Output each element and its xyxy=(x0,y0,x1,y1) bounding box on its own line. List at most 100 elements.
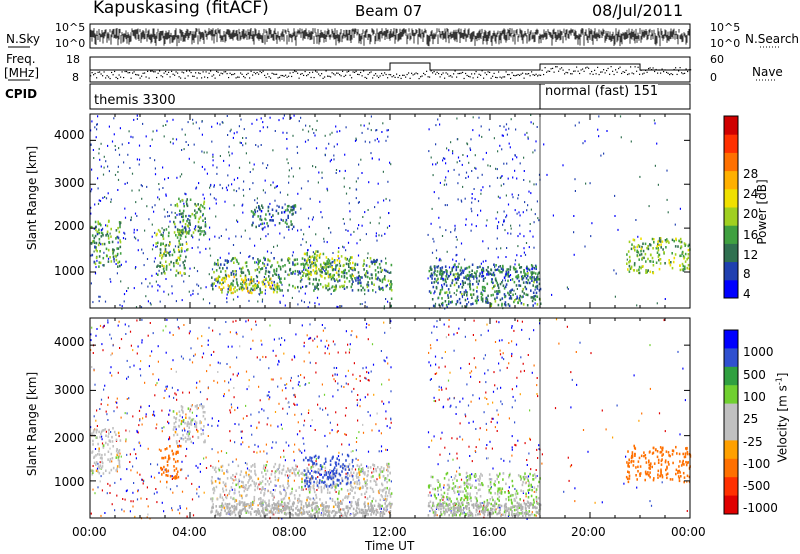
power-noise-cell xyxy=(153,210,155,213)
power-noise-cell xyxy=(240,235,242,238)
velocity-echo-cell xyxy=(192,418,195,421)
velocity-noise-cell xyxy=(176,485,178,488)
velocity-echo-cell xyxy=(102,472,105,475)
power-noise-cell xyxy=(452,152,454,155)
power-echo-cell xyxy=(657,243,659,246)
velocity-echo-cell xyxy=(314,463,317,467)
power-noise-cell xyxy=(149,282,151,285)
power-echo-cell xyxy=(456,277,458,281)
velocity-noise-cell xyxy=(183,427,185,430)
velocity-noise-cell xyxy=(178,440,180,443)
power-noise-cell xyxy=(335,172,337,174)
power-echo-cell xyxy=(638,245,641,248)
velocity-noise-cell xyxy=(570,371,572,374)
velocity-noise-cell xyxy=(380,507,382,510)
velocity-noise-cell xyxy=(459,435,461,438)
velocity-echo-cell xyxy=(166,464,169,467)
power-noise-cell xyxy=(370,115,372,118)
velocity-echo-cell xyxy=(237,480,240,484)
velocity-echo-cell xyxy=(216,498,219,501)
power-echo-cell xyxy=(194,202,196,206)
power-echo-cell xyxy=(687,263,690,267)
power-noise-cell xyxy=(197,292,199,295)
velocity-echo-cell xyxy=(307,459,309,462)
power-echo-cell xyxy=(628,240,631,244)
power-noise-cell xyxy=(226,115,228,117)
velocity-noise-cell xyxy=(199,380,201,383)
velocity-noise-cell xyxy=(335,491,337,493)
power-noise-cell xyxy=(533,246,535,249)
power-echo-cell xyxy=(194,209,196,212)
power-noise-cell xyxy=(450,141,452,144)
velocity-echo-cell xyxy=(108,439,111,443)
power-noise-cell xyxy=(158,183,160,185)
velocity-noise-cell xyxy=(623,482,625,485)
power-echo-cell xyxy=(537,278,540,281)
power-noise-cell xyxy=(174,212,176,214)
power-noise-cell xyxy=(208,238,211,241)
power-noise-cell xyxy=(260,117,262,120)
velocity-echo-cell xyxy=(367,470,369,473)
power-echo-cell xyxy=(288,261,291,264)
power-echo-cell xyxy=(157,273,159,276)
power-noise-cell xyxy=(272,181,274,184)
power-noise-cell xyxy=(456,117,458,120)
velocity-noise-cell xyxy=(445,387,447,390)
velocity-noise-cell xyxy=(152,332,154,335)
velocity-echo-cell xyxy=(262,509,265,512)
power-noise-cell xyxy=(99,158,101,161)
power-noise-cell xyxy=(517,194,520,197)
power-echo-cell xyxy=(330,275,332,279)
power-noise-cell xyxy=(146,258,149,260)
power-echo-cell xyxy=(259,259,261,262)
power-noise-cell xyxy=(279,191,281,194)
power-echo-cell xyxy=(95,256,98,259)
velocity-noise-cell xyxy=(268,367,270,370)
power-echo-cell xyxy=(161,264,163,267)
power-noise-cell xyxy=(227,134,229,136)
power-echo-cell xyxy=(671,238,674,242)
power-noise-cell xyxy=(115,263,117,265)
velocity-echo-cell xyxy=(314,470,316,473)
power-echo-cell xyxy=(327,270,329,273)
velocity-echo-cell xyxy=(385,477,388,480)
power-noise-cell xyxy=(503,220,505,223)
power-echo-cell xyxy=(178,256,181,259)
power-echo-cell xyxy=(280,281,282,284)
power-echo-cell xyxy=(328,261,330,264)
velocity-echo-cell xyxy=(230,496,232,499)
power-echo-cell xyxy=(447,296,450,299)
velocity-noise-cell xyxy=(173,396,175,399)
velocity-echo-cell xyxy=(188,430,190,433)
power-echo-cell xyxy=(493,263,495,266)
velocity-echo-cell xyxy=(348,463,351,466)
velocity-echo-cell xyxy=(98,430,100,434)
velocity-echo-cell xyxy=(110,468,113,472)
power-echo-cell xyxy=(477,266,479,269)
velocity-noise-cell xyxy=(174,392,176,395)
power-echo-cell xyxy=(484,286,486,290)
power-noise-cell xyxy=(364,211,366,214)
power-echo-cell xyxy=(218,275,220,278)
power-noise-cell xyxy=(446,147,448,150)
power-noise-cell xyxy=(282,131,284,134)
velocity-noise-cell xyxy=(336,423,339,426)
power-echo-cell xyxy=(670,261,672,264)
power-noise-cell xyxy=(386,129,388,132)
power-noise-cell xyxy=(95,266,97,269)
velocity-noise-cell xyxy=(511,326,513,329)
velocity-echo-cell xyxy=(271,494,274,497)
power-echo-cell xyxy=(197,203,199,206)
power-echo-cell xyxy=(117,226,119,230)
power-echo-cell xyxy=(381,280,384,284)
velocity-noise-cell xyxy=(117,324,119,327)
power-echo-cell xyxy=(319,252,322,256)
power-echo-cell xyxy=(430,291,432,295)
power-echo-cell xyxy=(684,244,686,247)
power-noise-cell xyxy=(256,118,258,121)
power-echo-cell xyxy=(162,237,165,240)
velocity-echo-cell xyxy=(321,465,324,468)
power-echo-cell xyxy=(638,265,641,269)
velocity-noise-cell xyxy=(484,396,486,399)
power-echo-cell xyxy=(508,275,511,278)
